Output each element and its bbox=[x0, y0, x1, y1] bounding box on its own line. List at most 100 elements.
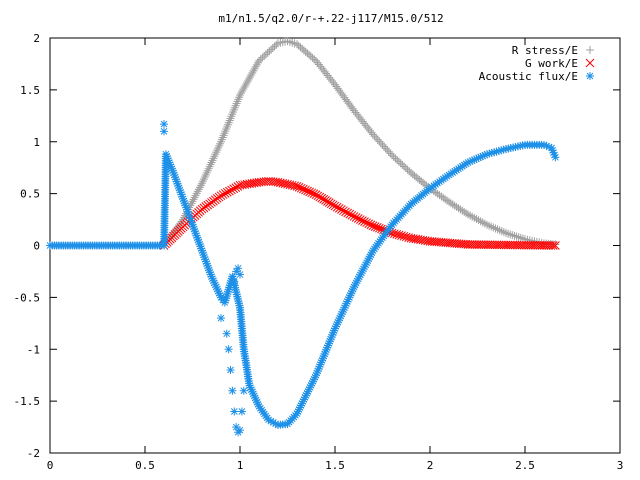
data-point bbox=[210, 152, 219, 161]
data-point bbox=[464, 210, 472, 219]
data-point bbox=[488, 240, 497, 250]
data-point bbox=[189, 195, 198, 204]
data-point bbox=[345, 209, 355, 219]
data-point bbox=[366, 220, 376, 230]
data-point bbox=[211, 150, 220, 159]
data-point bbox=[216, 139, 225, 148]
legend-marker bbox=[586, 72, 594, 80]
data-point bbox=[221, 127, 230, 136]
data-point bbox=[160, 127, 168, 136]
data-point bbox=[360, 217, 369, 226]
data-point bbox=[512, 240, 522, 250]
data-point bbox=[222, 125, 231, 134]
data-point bbox=[202, 168, 211, 177]
data-point bbox=[358, 216, 367, 225]
data-point bbox=[376, 139, 385, 148]
data-point bbox=[544, 241, 554, 250]
data-point bbox=[240, 83, 249, 92]
series-1 bbox=[159, 176, 560, 250]
data-point bbox=[501, 240, 511, 250]
data-point bbox=[243, 76, 252, 85]
data-point bbox=[313, 191, 323, 201]
data-point bbox=[213, 146, 222, 155]
data-point bbox=[193, 187, 202, 196]
data-point bbox=[268, 43, 277, 52]
data-point bbox=[215, 141, 224, 150]
data-point bbox=[519, 240, 529, 250]
data-point bbox=[228, 386, 237, 395]
data-point bbox=[463, 240, 473, 249]
y-tick-label: -1.5 bbox=[14, 395, 41, 408]
data-point bbox=[203, 166, 212, 175]
chart-title: m1/n1.5/q2.0/r-+.22-j117/M15.0/512 bbox=[218, 12, 443, 25]
data-point bbox=[260, 52, 269, 61]
data-point bbox=[491, 224, 500, 233]
data-point bbox=[224, 345, 233, 354]
data-point bbox=[381, 144, 390, 153]
data-point bbox=[217, 135, 226, 144]
data-point bbox=[396, 159, 405, 168]
data-point bbox=[192, 189, 201, 198]
data-point bbox=[328, 200, 338, 210]
data-point bbox=[546, 241, 556, 250]
data-point bbox=[499, 228, 508, 237]
data-point bbox=[188, 197, 197, 206]
data-point bbox=[199, 175, 208, 184]
data-point bbox=[515, 240, 524, 250]
data-point bbox=[393, 156, 402, 165]
data-point bbox=[330, 201, 340, 211]
x-tick-label: 1 bbox=[237, 459, 244, 472]
data-point bbox=[535, 240, 545, 250]
data-point bbox=[220, 189, 230, 198]
data-point bbox=[494, 240, 504, 250]
data-point bbox=[537, 241, 547, 250]
data-point bbox=[317, 193, 327, 203]
data-point bbox=[355, 215, 365, 224]
data-point bbox=[298, 184, 308, 194]
data-point bbox=[261, 50, 270, 59]
data-point bbox=[533, 240, 542, 250]
data-point bbox=[225, 186, 234, 196]
data-point bbox=[307, 188, 317, 198]
data-point bbox=[209, 154, 218, 163]
data-point bbox=[238, 87, 247, 96]
data-point bbox=[397, 231, 406, 240]
data-point bbox=[231, 101, 240, 110]
data-point bbox=[212, 148, 221, 157]
x-tick-label: 0 bbox=[47, 459, 54, 472]
data-point bbox=[214, 143, 223, 152]
data-point bbox=[255, 56, 263, 65]
data-point bbox=[508, 231, 517, 240]
data-point bbox=[497, 240, 506, 250]
data-point bbox=[347, 210, 357, 220]
data-point bbox=[339, 206, 348, 216]
data-point bbox=[249, 66, 258, 75]
legend-label: R stress/E bbox=[512, 44, 578, 57]
data-point bbox=[305, 187, 315, 197]
y-tick-label: -1 bbox=[27, 343, 40, 356]
data-point bbox=[303, 186, 312, 196]
data-point bbox=[230, 103, 239, 112]
data-point bbox=[480, 219, 489, 228]
legend-label: G work/E bbox=[525, 57, 578, 70]
data-point bbox=[388, 151, 396, 160]
data-point bbox=[389, 152, 398, 161]
data-point bbox=[233, 97, 242, 106]
series-2 bbox=[46, 140, 560, 429]
x-tick-label: 0.5 bbox=[135, 459, 155, 472]
data-point bbox=[508, 240, 518, 250]
data-point bbox=[223, 120, 232, 129]
data-point bbox=[309, 189, 319, 199]
data-point bbox=[351, 213, 361, 222]
data-point bbox=[190, 193, 199, 202]
data-point bbox=[394, 157, 403, 166]
data-point bbox=[236, 426, 244, 435]
y-tick-label: 1 bbox=[33, 136, 40, 149]
series-0 bbox=[160, 37, 560, 250]
data-point bbox=[230, 407, 239, 416]
data-point bbox=[364, 219, 374, 229]
data-point bbox=[226, 114, 235, 123]
data-point bbox=[336, 205, 346, 214]
